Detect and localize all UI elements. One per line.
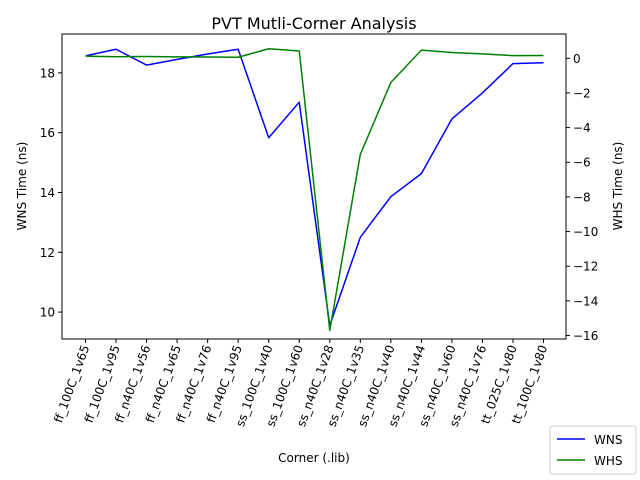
right-tick-label: −4 xyxy=(573,121,591,135)
chart-title: PVT Mutli-Corner Analysis xyxy=(211,14,416,33)
legend: WNS WHS xyxy=(549,425,637,475)
legend-label-wns: WNS xyxy=(594,433,622,447)
x-axis-label: Corner (.lib) xyxy=(278,451,350,465)
right-tick-label: −14 xyxy=(573,294,598,308)
series-line-wns xyxy=(85,48,544,327)
x-axis-ticks: ff_100C_1v65ff_100C_1v95ff_n40C_1v56ff_n… xyxy=(51,339,550,429)
right-tick-label: −2 xyxy=(573,86,591,100)
right-tick-label: −12 xyxy=(573,260,598,274)
right-tick-label: −10 xyxy=(573,225,598,239)
series-lines xyxy=(85,47,544,332)
right-axis-ticks: 0 −2 −4 −6 −8 −10 −12 −14 −16 xyxy=(566,52,598,343)
y-axis-label-left: WNS Time (ns) xyxy=(15,142,29,231)
left-tick-label: 16 xyxy=(40,126,55,140)
left-tick-label: 18 xyxy=(40,66,55,80)
left-tick-label: 12 xyxy=(40,246,55,260)
legend-label-whs: WHS xyxy=(594,454,623,468)
left-tick-label: 10 xyxy=(40,306,55,320)
series-line-whs xyxy=(85,47,544,332)
right-tick-label: 0 xyxy=(573,52,581,66)
right-tick-label: −6 xyxy=(573,156,591,170)
left-tick-label: 14 xyxy=(40,186,55,200)
right-tick-label: −16 xyxy=(573,329,598,343)
y-axis-label-right: WHS Time (ns) xyxy=(611,142,625,231)
right-tick-label: −8 xyxy=(573,190,591,204)
left-axis-ticks: 10 12 14 16 18 xyxy=(40,66,62,320)
